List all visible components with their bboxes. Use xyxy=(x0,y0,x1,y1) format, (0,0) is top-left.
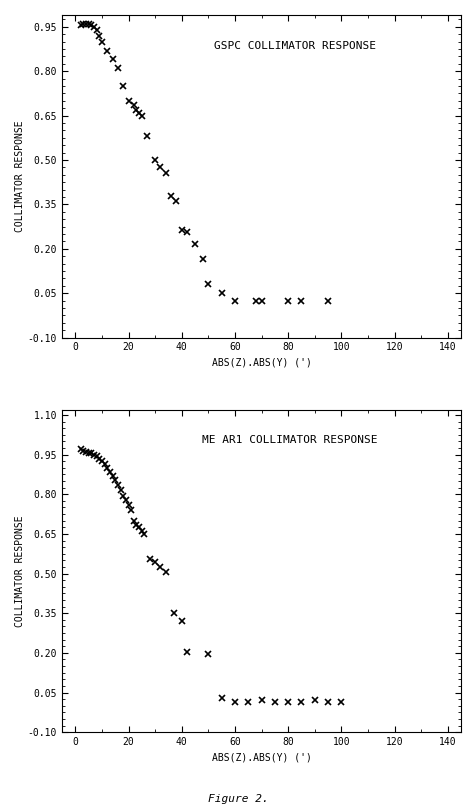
Y-axis label: COLLIMATOR RESPONSE: COLLIMATOR RESPONSE xyxy=(15,515,25,627)
Text: Figure 2.: Figure 2. xyxy=(208,794,268,804)
X-axis label: ABS(Z).ABS(Y) ('): ABS(Z).ABS(Y) (') xyxy=(211,752,311,762)
Y-axis label: COLLIMATOR RESPONSE: COLLIMATOR RESPONSE xyxy=(15,121,25,232)
Text: GSPC COLLIMATOR RESPONSE: GSPC COLLIMATOR RESPONSE xyxy=(214,40,376,51)
Text: ME AR1 COLLIMATOR RESPONSE: ME AR1 COLLIMATOR RESPONSE xyxy=(202,436,377,446)
X-axis label: ABS(Z).ABS(Y) ('): ABS(Z).ABS(Y) (') xyxy=(211,358,311,368)
